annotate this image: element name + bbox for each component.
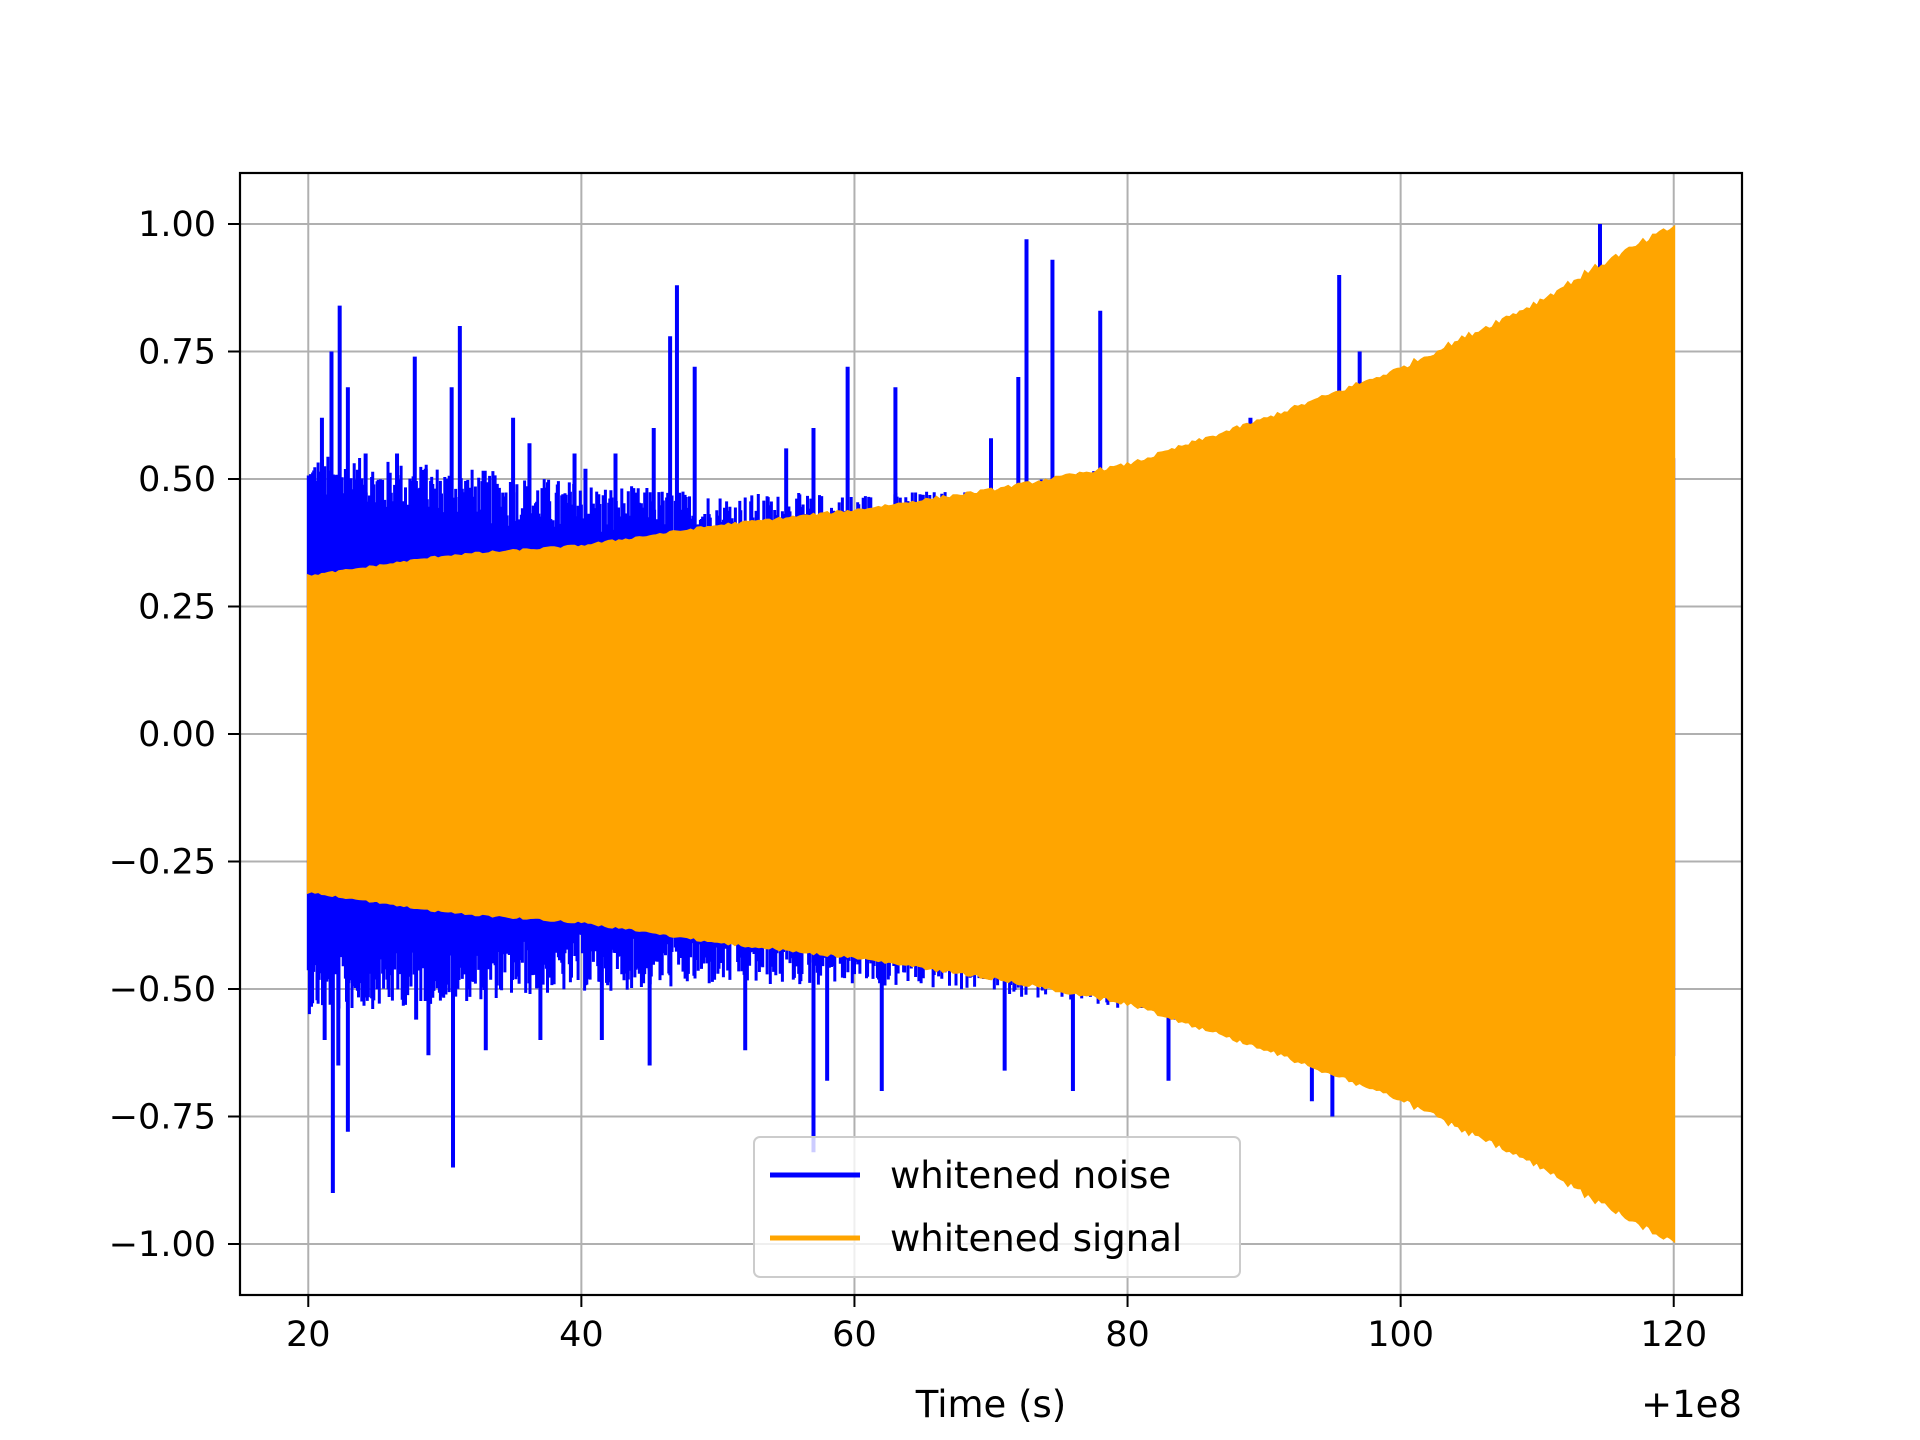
y-tick-label-8: −1.00 bbox=[109, 1225, 216, 1265]
x-axis-offset-label: +1e8 bbox=[1641, 1383, 1742, 1426]
x-tick-label-1: 40 bbox=[559, 1315, 604, 1355]
y-tick-label-2: 0.50 bbox=[138, 460, 216, 500]
x-tick-label-5: 120 bbox=[1640, 1315, 1707, 1355]
axis-ticks: 20 40 60 80 100 120 1.00 0.75 0.50 0.25 0.00 −0.25 −… bbox=[109, 205, 1707, 1355]
x-axis-label: Time (s) bbox=[915, 1383, 1066, 1426]
y-tick-label-4: 0.00 bbox=[138, 715, 216, 755]
x-tick-label-0: 20 bbox=[286, 1315, 331, 1355]
y-tick-label-5: −0.25 bbox=[109, 843, 216, 883]
y-tick-label-3: 0.25 bbox=[138, 588, 216, 628]
series-whitened-signal bbox=[306, 224, 1676, 1244]
x-tick-label-3: 80 bbox=[1105, 1315, 1150, 1355]
signal-envelope bbox=[306, 224, 1676, 1244]
legend-box bbox=[753, 1136, 1241, 1278]
x-tick-label-4: 100 bbox=[1367, 1315, 1434, 1355]
y-tick-label-7: −0.75 bbox=[109, 1098, 216, 1138]
plot-area bbox=[306, 224, 1676, 1244]
x-tick-label-2: 60 bbox=[832, 1315, 877, 1355]
legend-label-0: whitened noise bbox=[890, 1154, 1171, 1197]
y-tick-label-6: −0.50 bbox=[109, 970, 216, 1010]
y-tick-label-1: 0.75 bbox=[138, 333, 216, 373]
y-tick-label-0: 1.00 bbox=[138, 205, 216, 245]
legend: whitened noise whitened signal bbox=[753, 1136, 1241, 1278]
legend-label-1: whitened signal bbox=[890, 1217, 1182, 1260]
